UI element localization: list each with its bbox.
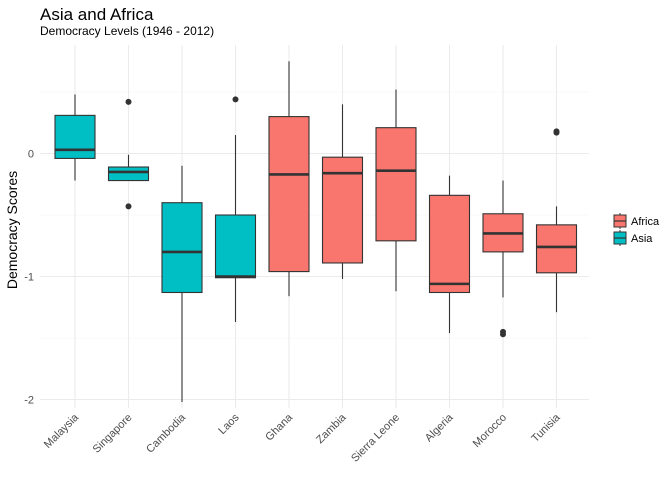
box-iqr [428, 194, 471, 294]
box-cambodia [161, 165, 203, 402]
outlier-point [553, 128, 560, 135]
x-tick-label: Laos [216, 411, 242, 437]
boxes [54, 61, 578, 402]
y-axis-title: Democracy Scores [4, 171, 20, 289]
legend: Africa Asia [613, 213, 660, 246]
box-iqr [161, 202, 203, 294]
legend-item-africa: Africa [613, 213, 660, 229]
x-tick-label: Malaysia [42, 411, 82, 451]
legend-label: Africa [631, 216, 660, 228]
box-singapore [107, 98, 150, 210]
chart-subtitle: Democracy Levels (1946 - 2012) [40, 24, 215, 38]
x-tick-label: Cambodia [144, 411, 189, 456]
legend-label: Asia [631, 233, 653, 245]
outlier-point [125, 98, 132, 105]
box-laos [214, 96, 257, 323]
y-tick-label: -1 [24, 272, 34, 284]
x-tick-label: Sierra Leone [349, 412, 402, 465]
x-tick-label: Morocco [471, 412, 509, 450]
legend-item-asia: Asia [613, 230, 653, 246]
box-ghana [268, 61, 310, 297]
x-tick-label: Singapore [91, 412, 135, 456]
box-sierra-leone [375, 89, 417, 292]
box-iqr [214, 214, 257, 279]
box-morocco [482, 180, 524, 338]
outlier-point [500, 331, 506, 338]
box-zambia [321, 104, 364, 279]
outlier-point [232, 96, 239, 103]
box-iqr [375, 127, 417, 242]
x-tick-label: Zambia [314, 411, 349, 446]
box-malaysia [54, 94, 96, 181]
y-tick-labels: 0 -1 -2 [24, 149, 34, 407]
box-tunisia [535, 128, 578, 313]
box-iqr [268, 116, 310, 273]
box-iqr [321, 156, 364, 264]
x-tick-label: Algeria [423, 411, 456, 444]
box-algeria [428, 175, 471, 334]
x-tick-labels: Malaysia Singapore Cambodia Laos Ghana Zambia… [42, 411, 563, 465]
y-tick-label: 0 [28, 149, 34, 161]
x-tick-label: Ghana [263, 411, 295, 443]
box-iqr [54, 114, 96, 159]
chart-title: Asia and Africa [40, 5, 154, 24]
box-iqr [107, 166, 150, 182]
y-tick-label: -2 [24, 395, 34, 407]
x-tick-label: Tunisia [529, 411, 563, 445]
box-iqr [535, 224, 578, 274]
outlier-point [125, 203, 132, 210]
